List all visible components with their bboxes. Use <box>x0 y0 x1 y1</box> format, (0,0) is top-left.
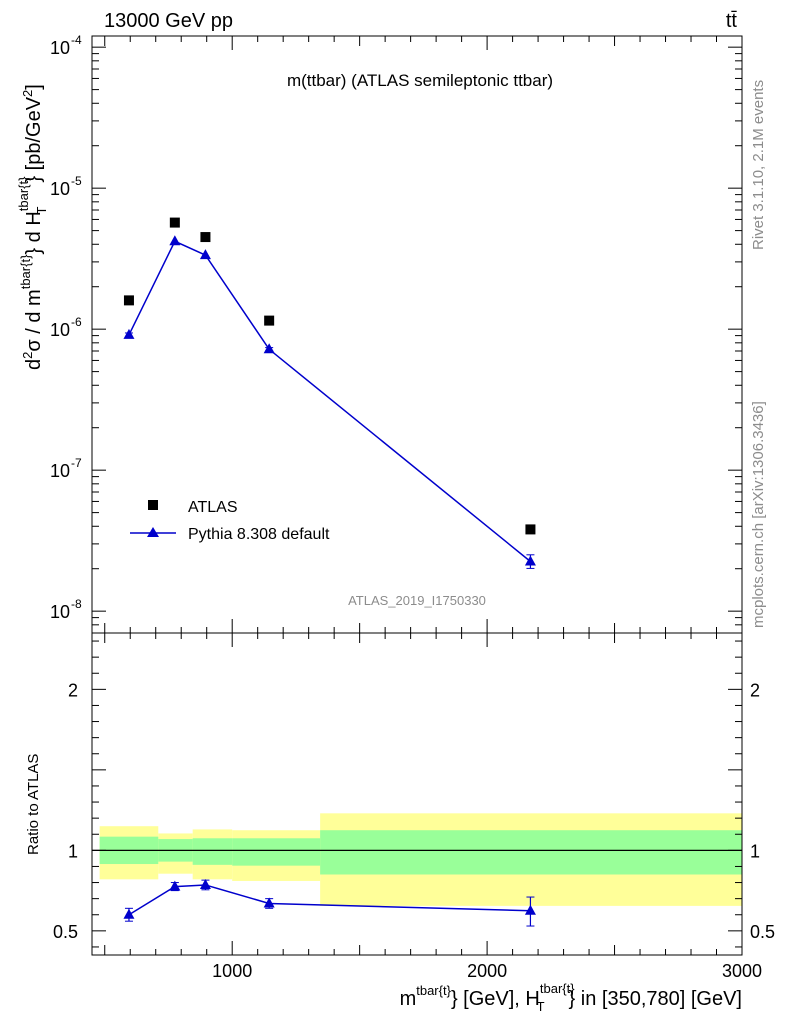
legend-label-pythia: Pythia 8.308 default <box>188 526 330 543</box>
atlas-point <box>525 524 536 535</box>
main-y-tick-label: 10 <box>50 461 70 481</box>
ratio-pythia-point <box>263 897 275 908</box>
uncertainty-band-inner <box>232 838 321 866</box>
header-energy-label: 13000 GeV pp <box>104 10 233 32</box>
uncertainty-band-inner <box>320 830 742 875</box>
main-y-tick-exponent: -6 <box>71 315 82 329</box>
main-y-tick-exponent: -8 <box>71 597 82 611</box>
atlas-point <box>169 217 180 228</box>
pythia-point <box>169 235 181 246</box>
mcplots-reference-label: mcplots.cern.ch [arXiv:1306.3436] <box>750 401 767 628</box>
x-tick-label: 3000 <box>722 961 762 981</box>
main-panel-frame <box>91 35 743 634</box>
pythia-point <box>123 328 135 339</box>
ratio-y-tick-label-right: 2 <box>750 680 760 700</box>
legend-label-atlas: ATLAS <box>188 499 238 516</box>
main-y-tick-exponent: -7 <box>71 456 82 470</box>
header-process-label: tt̄ <box>726 10 738 32</box>
atlas-point <box>123 295 134 306</box>
x-tick-label: 1000 <box>212 961 252 981</box>
ratio-pythia-point <box>199 878 211 889</box>
ratio-panel: 0.5 0.5 1 1 2 2 1000 2000 3000 Ratio to ATLAS m… <box>25 632 775 1014</box>
ratio-y-tick-label-right: 0.5 <box>750 922 775 942</box>
plot-title: m(ttbar) (ATLAS semileptonic ttbar) <box>287 71 553 90</box>
analysis-watermark: ATLAS_2019_I1750330 <box>348 593 486 608</box>
ratio-y-tick-label-right: 1 <box>750 841 760 861</box>
pythia-point <box>263 343 275 354</box>
ratio-y-tick-label: 2 <box>68 680 78 700</box>
ratio-pythia-point <box>123 908 135 919</box>
x-axis-label: mtbar{t}} [GeV], Htbar{t} T} in [350,780]… <box>400 981 742 1014</box>
pythia-point <box>524 555 536 566</box>
main-panel: m(ttbar) (ATLAS semileptonic ttbar) ATLA… <box>16 33 743 634</box>
ratio-y-tick-label: 1 <box>68 841 78 861</box>
ratio-y-tick-label: 0.5 <box>53 922 78 942</box>
legend: ATLAS Pythia 8.308 default <box>130 499 330 543</box>
x-tick-label: 2000 <box>467 961 507 981</box>
atlas-point <box>264 315 275 326</box>
main-y-axis-label: d2σ / d mtbar{t}} d Htbar{t} T} [pb/GeV2] <box>16 84 49 370</box>
pythia-point <box>199 249 211 260</box>
ratio-pythia-point <box>524 904 536 915</box>
main-y-tick-label: 10 <box>50 602 70 622</box>
main-y-tick-label: 10 <box>50 38 70 58</box>
main-y-tick-exponent: -5 <box>71 174 82 188</box>
ratio-y-axis-label: Ratio to ATLAS <box>25 754 42 855</box>
ratio-panel-frame <box>91 632 743 956</box>
main-y-tick-label: 10 <box>50 320 70 340</box>
legend-marker-pythia <box>147 527 159 537</box>
uncertainty-band-inner <box>192 838 233 865</box>
main-y-tick-exponent: -4 <box>71 33 82 47</box>
ratio-pythia-point <box>169 880 181 891</box>
rivet-info-label: Rivet 3.1.10, 2.1M events <box>750 80 767 250</box>
legend-marker-atlas <box>148 500 158 510</box>
main-y-tick-label: 10 <box>50 179 70 199</box>
atlas-point <box>200 232 211 243</box>
